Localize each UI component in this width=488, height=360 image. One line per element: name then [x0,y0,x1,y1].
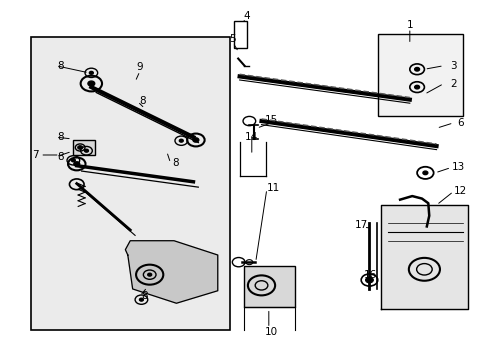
Text: 3: 3 [449,61,456,71]
Text: 5: 5 [229,34,236,44]
Circle shape [88,81,95,86]
Circle shape [422,171,427,175]
Text: 8: 8 [172,158,179,168]
Text: 8: 8 [141,291,148,301]
Text: 16: 16 [364,270,377,280]
Text: 7: 7 [32,150,39,160]
Bar [243,266,294,307]
Circle shape [139,298,143,301]
Circle shape [84,149,88,152]
Text: 8: 8 [57,152,64,162]
Circle shape [147,273,151,276]
Bar [377,33,462,116]
Polygon shape [380,205,467,309]
Text: 10: 10 [264,327,277,337]
Text: 9: 9 [136,63,143,72]
Bar [73,140,95,155]
Text: 6: 6 [457,118,463,128]
Text: 12: 12 [453,186,467,197]
Bar [30,37,229,330]
Circle shape [414,85,419,89]
Text: 8: 8 [57,132,64,142]
Text: 14: 14 [244,132,258,142]
Text: 13: 13 [451,162,464,172]
Circle shape [89,71,93,74]
Bar [233,21,247,48]
Circle shape [78,146,82,149]
Text: 15: 15 [264,115,277,125]
Text: 17: 17 [354,220,367,230]
Text: 1: 1 [406,19,412,30]
Circle shape [179,139,183,142]
Circle shape [365,277,372,283]
Text: 8: 8 [139,96,145,107]
Circle shape [414,67,419,71]
Circle shape [71,159,75,162]
Circle shape [74,162,80,166]
Polygon shape [125,241,217,303]
Text: 2: 2 [449,78,456,89]
Text: 11: 11 [266,183,280,193]
Text: 4: 4 [243,11,250,21]
Circle shape [193,138,199,142]
Text: 8: 8 [57,61,64,71]
